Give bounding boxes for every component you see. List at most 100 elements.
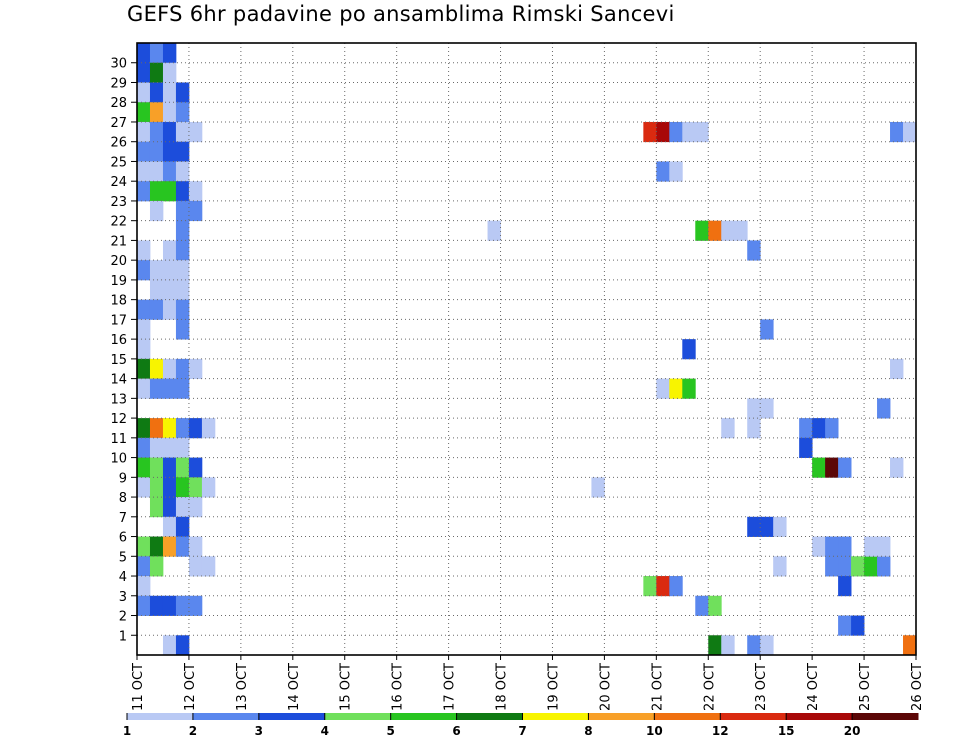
x-tick-label: 24 OCT (806, 663, 821, 711)
heatmap-cell (825, 418, 839, 439)
y-tick-label: 1 (119, 629, 127, 644)
y-tick-label: 16 (110, 333, 127, 348)
heatmap-cell (188, 181, 203, 202)
y-tick-label: 9 (119, 471, 127, 486)
heatmap-cell (149, 358, 164, 380)
heatmap-cell (175, 457, 190, 478)
heatmap-cell (149, 279, 164, 301)
heatmap-cell (162, 536, 177, 557)
heatmap-cell (175, 418, 190, 439)
heatmap-cell (175, 437, 190, 458)
x-tick-label: 18 OCT (495, 663, 510, 711)
x-tick-label: 26 OCT (910, 663, 925, 711)
y-tick-label: 28 (110, 96, 127, 111)
x-tick-label: 20 OCT (598, 663, 613, 711)
colorbar-label: 1 (123, 724, 131, 738)
heatmap-cell (175, 299, 190, 320)
heatmap-cell (877, 556, 891, 577)
heatmap-cell (175, 497, 190, 518)
heatmap-cell (721, 220, 735, 241)
heatmap-cell (149, 200, 164, 222)
y-tick-label: 2 (119, 610, 127, 625)
heatmap-cell (162, 62, 177, 83)
heatmap-cell (695, 220, 709, 241)
heatmap-cell (137, 576, 151, 597)
heatmap-cell (149, 437, 164, 458)
heatmap-cell (137, 536, 151, 557)
heatmap-cell (137, 82, 151, 103)
heatmap-cell (747, 635, 761, 656)
colorbar-swatch (720, 713, 787, 720)
heatmap-cell (825, 556, 839, 577)
heatmap-cell (747, 516, 761, 537)
heatmap-cell (188, 457, 203, 478)
heatmap-cell (149, 260, 164, 281)
x-tick-label: 25 OCT (858, 663, 873, 711)
heatmap-cell (149, 141, 164, 162)
y-tick-label: 19 (110, 274, 127, 289)
heatmap-cell (175, 536, 190, 557)
heatmap-cell (903, 121, 917, 143)
heatmap-cell (188, 477, 203, 498)
heatmap-cell (175, 635, 190, 656)
colorbar-label: 10 (646, 724, 663, 738)
heatmap-cell (162, 240, 177, 261)
heatmap-cell (903, 635, 917, 656)
heatmap-cell (747, 398, 761, 419)
heatmap-cell (162, 141, 177, 162)
heatmap-cell (175, 279, 190, 301)
heatmap-cell (149, 418, 164, 439)
heatmap-cell (162, 595, 177, 616)
y-tick-label: 25 (110, 155, 127, 170)
y-tick-label: 21 (110, 234, 127, 249)
heatmap-cell (137, 161, 151, 182)
heatmap-cell (175, 319, 190, 340)
heatmap-cell (838, 556, 852, 577)
x-tick-label: 12 OCT (183, 663, 198, 711)
heatmap-cell (188, 556, 203, 577)
heatmap-cell (825, 536, 839, 557)
plot-frame (136, 42, 917, 656)
heatmap-cell (877, 398, 891, 419)
heatmap-cell (137, 43, 151, 64)
colorbar-label: 2 (189, 724, 197, 738)
y-tick-label: 8 (119, 491, 127, 506)
heatmap-cell (890, 457, 904, 478)
y-tick-label: 22 (110, 215, 127, 230)
heatmap-cell (162, 457, 177, 478)
heatmap-cell (175, 220, 190, 241)
y-tick-label: 26 (110, 136, 127, 151)
heatmap-cell (760, 635, 774, 656)
heatmap-cell (812, 418, 826, 439)
y-tick-label: 30 (110, 57, 127, 72)
heatmap-cell (149, 62, 164, 83)
heatmap-cell (137, 319, 151, 340)
y-tick-label: 6 (119, 531, 127, 546)
heatmap-cell (695, 121, 709, 143)
heatmap-cell (137, 240, 151, 261)
heatmap-cell (162, 260, 177, 281)
heatmap-cell (669, 161, 683, 182)
heatmap-cell (175, 595, 190, 616)
heatmap-cell (175, 82, 190, 103)
heatmap-cell (175, 378, 190, 399)
heatmap-cell (137, 358, 151, 380)
x-tick-label: 23 OCT (754, 663, 769, 711)
x-tick-label: 19 OCT (546, 663, 561, 711)
heatmap-cell (669, 121, 683, 143)
heatmap-cell (137, 418, 151, 439)
heatmap-cell (175, 260, 190, 281)
y-tick-label: 23 (110, 195, 127, 210)
heatmap-cell (799, 418, 813, 439)
heatmap-cell (175, 516, 190, 537)
x-tick-label: 21 OCT (650, 663, 665, 711)
heatmap-cell (149, 181, 164, 202)
heatmap-cell (137, 477, 151, 498)
colorbar-label: 6 (452, 724, 460, 738)
heatmap-cell (137, 102, 151, 123)
x-tick-label: 16 OCT (391, 663, 406, 711)
heatmap-cell (149, 299, 164, 320)
y-tick-label: 20 (110, 254, 127, 269)
heatmap-cell (682, 339, 696, 360)
